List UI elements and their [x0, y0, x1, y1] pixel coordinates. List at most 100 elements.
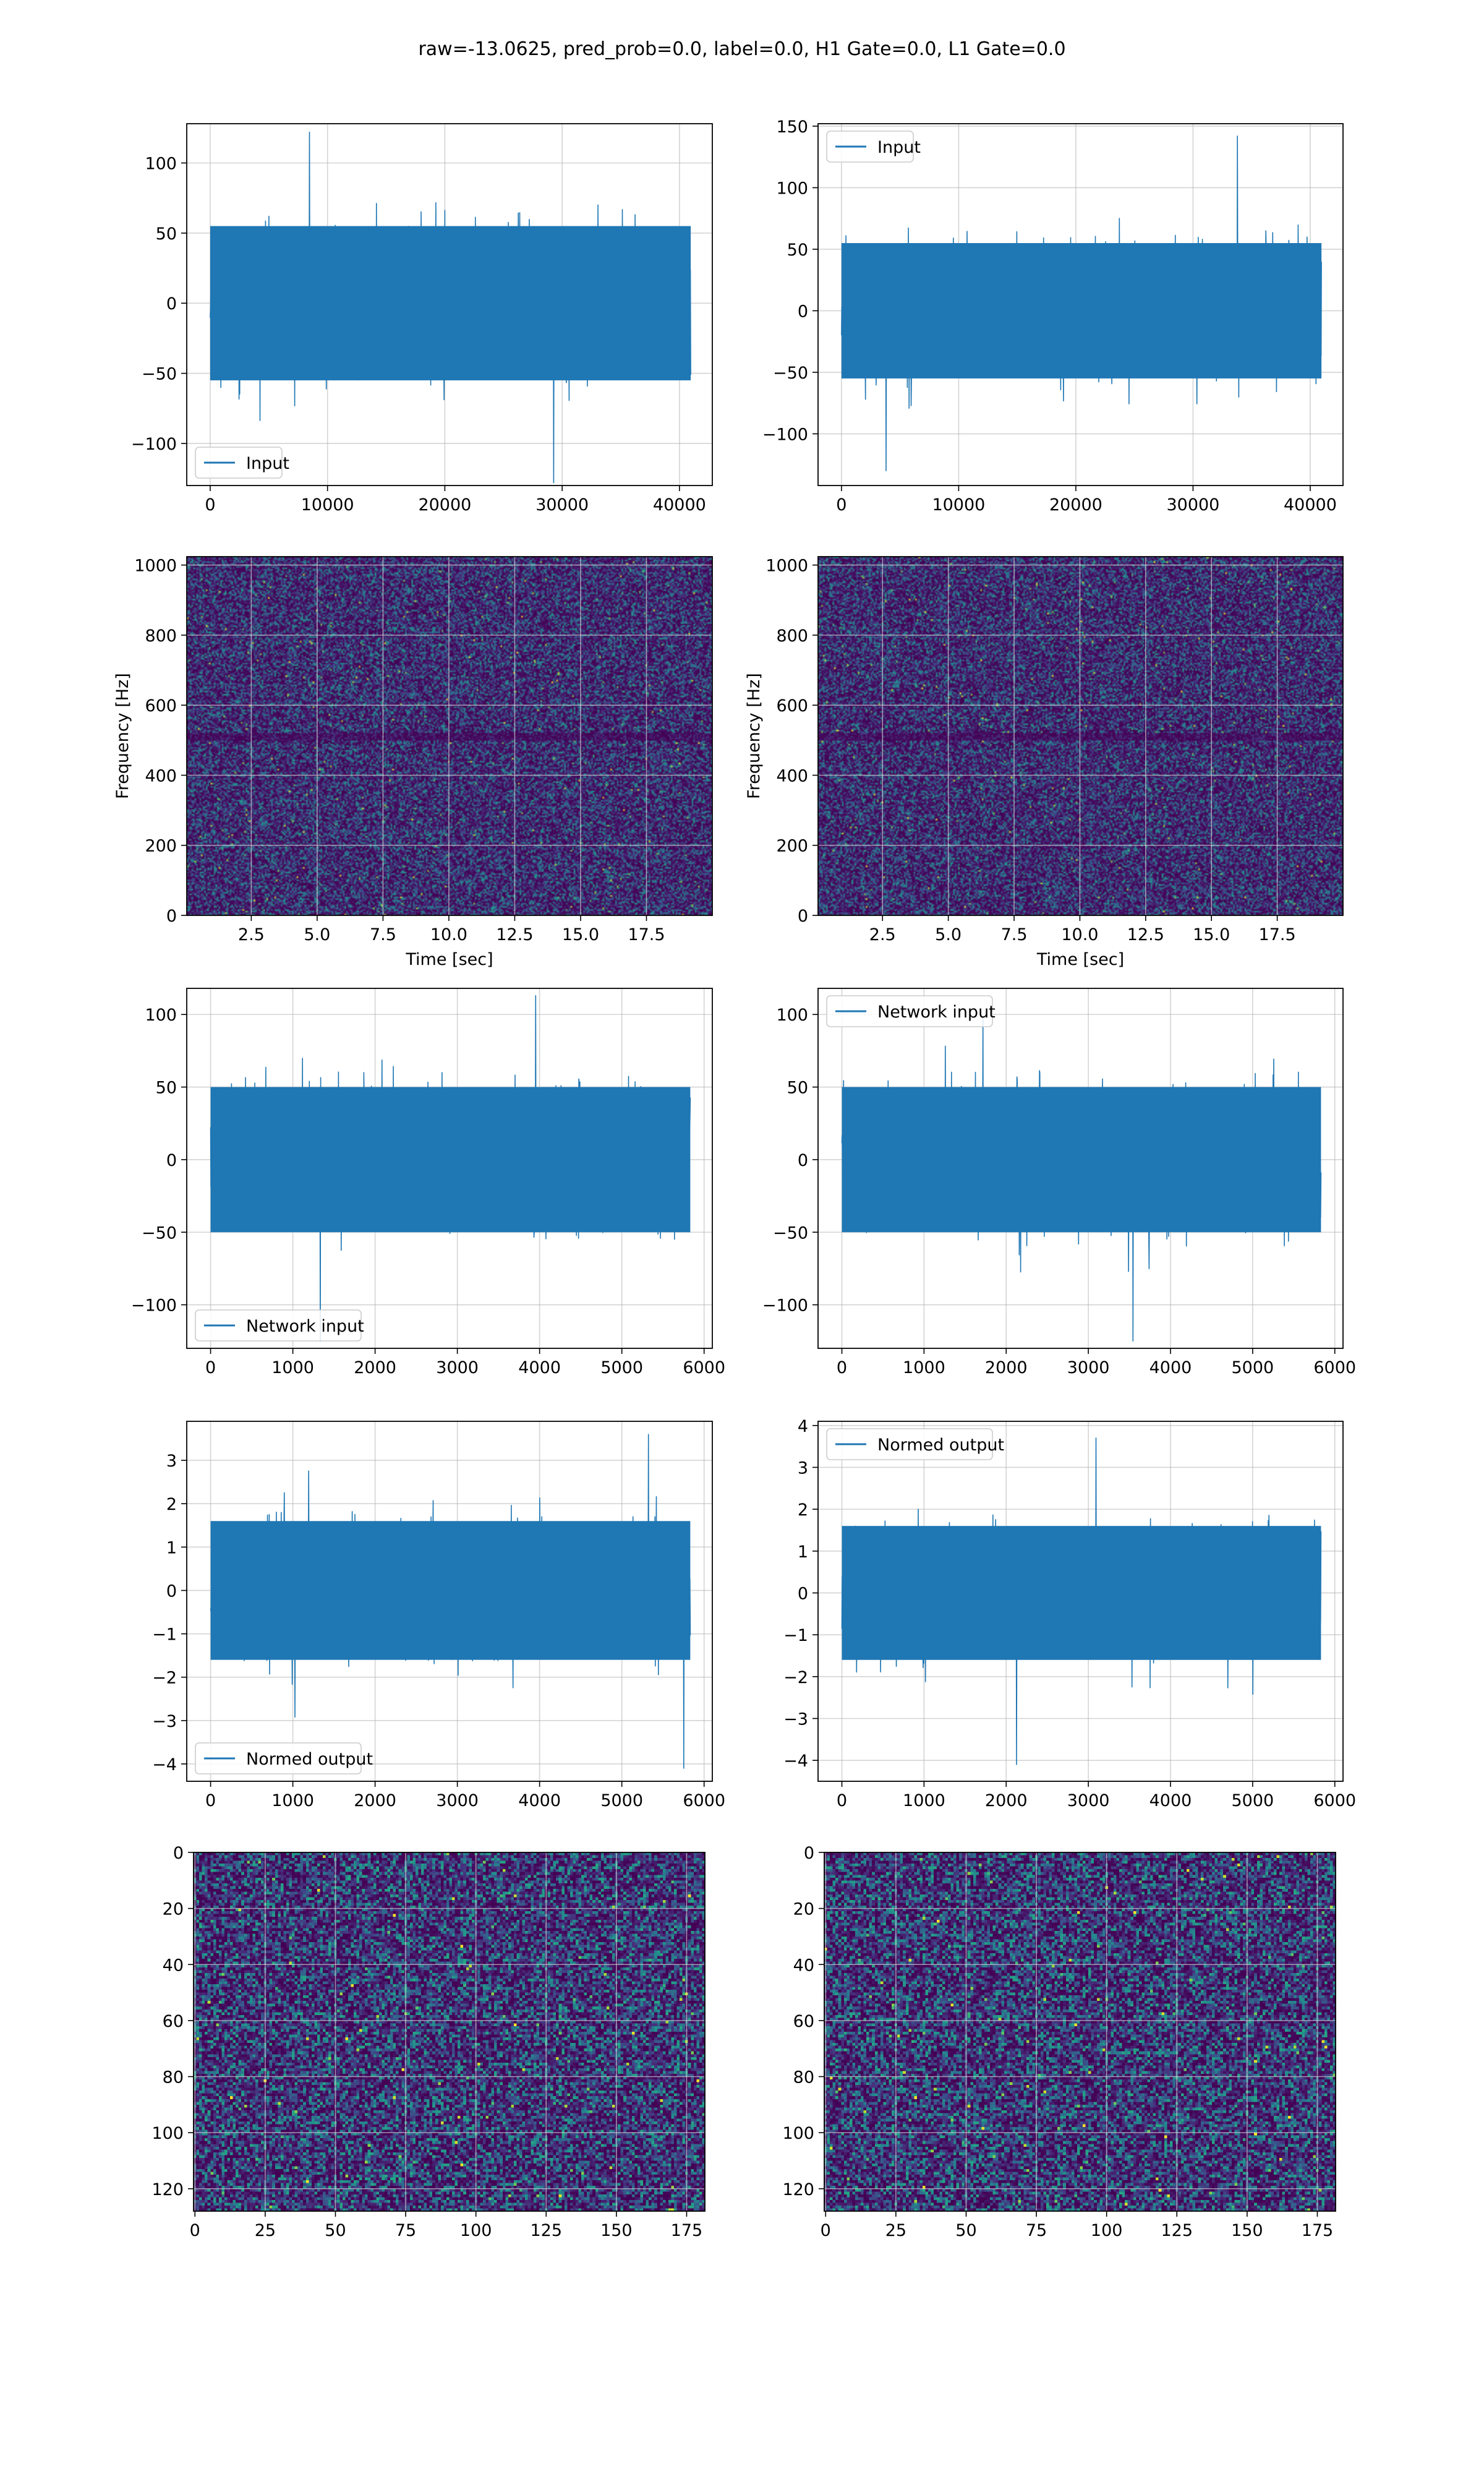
axes-frame — [186, 123, 713, 486]
y-tick-label: 0 — [798, 1151, 808, 1170]
heatmap-image — [818, 557, 1343, 915]
x-tick-label: 0 — [205, 495, 215, 515]
x-tick-label: 2.5 — [238, 925, 265, 944]
x-tick-label: 15.0 — [562, 925, 599, 944]
axes-frame — [817, 556, 1344, 916]
y-tick-label: −50 — [773, 1223, 808, 1243]
y-tick-label: −100 — [762, 1296, 808, 1316]
y-tick-label: 100 — [782, 2124, 814, 2143]
y-tick-label: 150 — [776, 118, 808, 137]
x-tick-label: 5000 — [600, 1358, 643, 1377]
y-tick-label: −100 — [762, 425, 808, 444]
legend-box — [826, 995, 993, 1027]
x-tick-label: 75 — [1026, 2221, 1047, 2240]
y-tick-label: 0 — [173, 1844, 184, 1863]
legend-entry: Normed output — [246, 1750, 373, 1769]
x-tick-label: 25 — [885, 2221, 906, 2240]
subplot-p11: 2.5 5.0 7.5 10.0 12.5 15.0 17.5 0 200 400 600 800 10… — [744, 556, 1344, 969]
x-tick-label: 0 — [205, 1358, 216, 1377]
x-tick-label: 3000 — [1067, 1358, 1110, 1377]
y-tick-label: −3 — [152, 1712, 177, 1731]
y-tick-label: 40 — [163, 1956, 184, 1975]
x-tick-label: 30000 — [535, 495, 589, 515]
x-tick-label: 0 — [836, 495, 846, 515]
x-tick-label: 40000 — [1284, 495, 1337, 515]
subplot-p30: 0 1000 2000 3000 4000 5000 6000 −4 −3 −2 −1 0 1 2 3 Nor… — [152, 1421, 725, 1810]
x-tick-label: 12.5 — [1127, 925, 1164, 944]
y-tick-label: 4 — [798, 1417, 808, 1436]
y-tick-label: 20 — [163, 1900, 184, 1919]
legend: Normed output — [195, 1742, 373, 1774]
x-tick-label: 4000 — [1149, 1791, 1192, 1810]
x-tick-label: 5.0 — [935, 925, 962, 944]
x-tick-label: 50 — [325, 2221, 346, 2240]
x-tick-label: 10.0 — [430, 925, 467, 944]
y-tick-label: 3 — [166, 1452, 177, 1471]
y-tick-label: 400 — [776, 766, 808, 785]
axes-frame — [186, 988, 713, 1349]
y-tick-label: 40 — [793, 1956, 814, 1975]
series-band — [842, 1526, 1321, 1660]
x-tick-label: 6000 — [1313, 1791, 1356, 1810]
y-tick-label: 0 — [798, 1584, 808, 1603]
subplot-p41: 0 25 50 75 100 125 150 175 0 20 40 60 80 100 120 — [782, 1844, 1336, 2240]
y-tick-label: 100 — [776, 1006, 808, 1025]
y-tick-label: 60 — [163, 2012, 184, 2031]
x-tick-label: 150 — [1231, 2221, 1263, 2240]
x-tick-label: 5000 — [600, 1791, 643, 1810]
x-tick-label: 6000 — [683, 1791, 725, 1810]
legend-box — [195, 447, 283, 479]
y-tick-label: 0 — [804, 1844, 814, 1863]
y-tick-label: 0 — [166, 1582, 177, 1601]
series-band — [210, 1087, 691, 1233]
x-tick-label: 5.0 — [304, 925, 330, 944]
y-tick-label: 50 — [787, 241, 808, 260]
y-tick-label: 1000 — [765, 557, 808, 576]
x-tick-label: 2.5 — [869, 925, 896, 944]
y-tick-label: −50 — [773, 364, 808, 383]
x-tick-label: 175 — [671, 2221, 703, 2240]
x-tick-label: 5000 — [1231, 1358, 1274, 1377]
x-tick-label: 10000 — [301, 495, 354, 515]
heatmap-image — [194, 1852, 705, 2211]
y-tick-label: 600 — [145, 696, 177, 716]
x-tick-label: 12.5 — [496, 925, 533, 944]
x-tick-label: 6000 — [683, 1358, 725, 1377]
series-band — [210, 226, 691, 380]
x-tick-label: 20000 — [1049, 495, 1102, 515]
y-tick-label: 0 — [166, 907, 177, 926]
x-tick-label: 125 — [1161, 2221, 1193, 2240]
legend: Network input — [826, 995, 996, 1027]
x-tick-label: 15.0 — [1193, 925, 1230, 944]
y-tick-label: 120 — [151, 2180, 184, 2199]
x-tick-label: 4000 — [518, 1791, 561, 1810]
axes-frame — [824, 1852, 1336, 2212]
x-tick-label: 100 — [460, 2221, 492, 2240]
y-tick-label: −100 — [131, 1296, 177, 1316]
series-band — [210, 1521, 691, 1660]
x-tick-label: 0 — [837, 1358, 847, 1377]
x-tick-label: 175 — [1302, 2221, 1334, 2240]
x-tick-label: 150 — [600, 2221, 633, 2240]
axes-frame — [817, 123, 1344, 486]
x-tick-label: 7.5 — [370, 925, 396, 944]
y-tick-label: −1 — [783, 1626, 808, 1645]
y-tick-label: 200 — [776, 837, 808, 856]
y-tick-label: 100 — [145, 154, 177, 173]
figure-title: raw=-13.0625, pred_prob=0.0, label=0.0, … — [418, 38, 1066, 60]
y-tick-label: 200 — [145, 837, 177, 856]
x-axis-title: Time [sec] — [405, 950, 493, 969]
subplot-p31: 0 1000 2000 3000 4000 5000 6000 −4 −3 −2 −1 0 1 2 3 4 No… — [783, 1417, 1356, 1810]
x-tick-label: 1000 — [271, 1791, 314, 1810]
x-tick-label: 125 — [530, 2221, 562, 2240]
y-tick-label: 3 — [798, 1458, 808, 1478]
x-tick-label: 17.5 — [628, 925, 665, 944]
y-axis-title: Frequency [Hz] — [113, 673, 132, 799]
legend-entry: Network input — [877, 1003, 996, 1022]
axes-frame — [186, 1421, 713, 1782]
subplot-p10: 2.5 5.0 7.5 10.0 12.5 15.0 17.5 0 200 400 600 800 10… — [113, 556, 713, 969]
x-tick-label: 20000 — [418, 495, 471, 515]
x-tick-label: 75 — [395, 2221, 416, 2240]
y-tick-label: −50 — [142, 1223, 177, 1243]
